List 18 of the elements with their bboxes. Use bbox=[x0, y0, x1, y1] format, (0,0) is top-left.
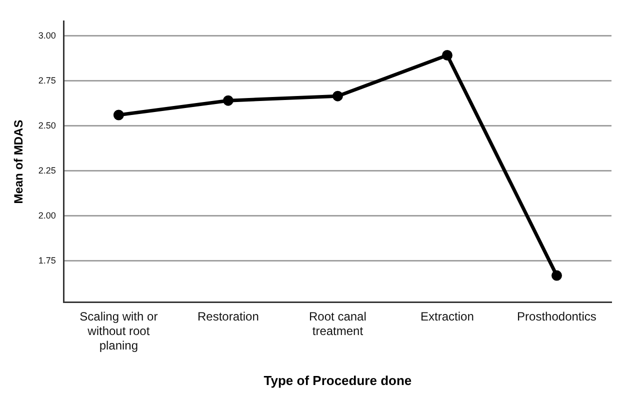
y-tick-label: 2.50 bbox=[38, 120, 56, 130]
point bbox=[222, 95, 234, 106]
x-tick-label: Extraction bbox=[420, 310, 474, 324]
x-tick-label: Prosthodontics bbox=[517, 310, 596, 324]
y-axis-title: Mean of MDAS bbox=[12, 120, 26, 204]
x-tick-label: Restoration bbox=[198, 310, 259, 324]
y-tick-label: 1.75 bbox=[38, 255, 56, 266]
point bbox=[442, 50, 452, 60]
point bbox=[551, 270, 562, 281]
y-tick-label: 3.00 bbox=[38, 30, 56, 40]
x-tick-label: Root canal treatment bbox=[309, 310, 366, 338]
point bbox=[113, 110, 124, 120]
point bbox=[332, 90, 343, 102]
x-tick-label: Scaling with or without root planing bbox=[80, 310, 158, 353]
y-tick-label: 2.75 bbox=[38, 75, 56, 86]
y-tick-label: 2.00 bbox=[38, 210, 56, 220]
x-axis-title: Type of Procedure done bbox=[264, 372, 412, 388]
y-tick-label: 2.25 bbox=[38, 165, 56, 176]
